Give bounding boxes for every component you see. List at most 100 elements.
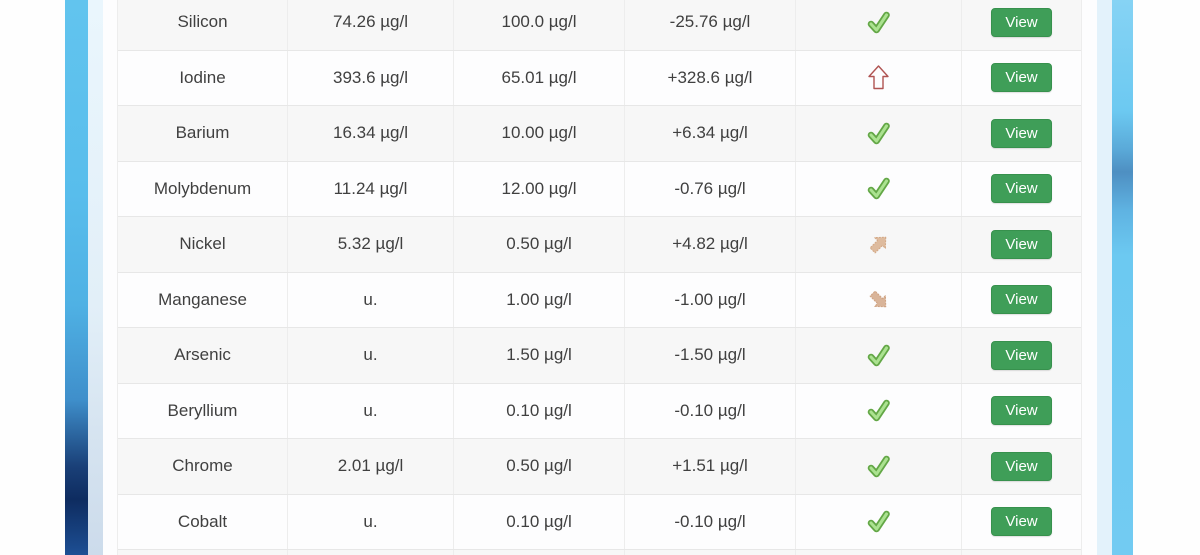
element-name-cell: Molybdenum xyxy=(118,161,288,216)
element-name: Beryllium xyxy=(167,400,238,420)
reference-value-cell: 1.00 µg/l xyxy=(454,272,625,327)
view-button[interactable]: View xyxy=(991,507,1052,537)
measured-value: 74.26 µg/l xyxy=(332,12,408,32)
reference-value: 1.50 µg/l xyxy=(506,345,572,365)
view-button-cell: View xyxy=(962,106,1081,161)
difference-value: -0.76 µg/l xyxy=(674,178,746,198)
reference-value: 0.50 µg/l xyxy=(506,234,572,254)
difference-value-cell: -1.50 µg/l xyxy=(625,328,796,383)
view-button[interactable]: View xyxy=(991,229,1052,259)
background-band-right xyxy=(1112,0,1133,555)
reference-value-cell: 0.50 µg/l xyxy=(454,439,625,494)
analysis-results-table: Silicon 74.26 µg/l 100.0 µg/l -25.76 µg/… xyxy=(117,0,1082,555)
arrow-down-right-icon xyxy=(867,288,891,312)
view-button[interactable]: View xyxy=(991,174,1052,204)
status-cell xyxy=(796,161,962,216)
view-button[interactable]: View xyxy=(991,340,1052,370)
measured-value-cell: 16.34 µg/l xyxy=(288,106,454,161)
view-button[interactable]: View xyxy=(991,63,1052,93)
element-name-cell: Silicon xyxy=(118,0,288,50)
reference-value-cell: 65.01 µg/l xyxy=(454,50,625,105)
element-name-cell: Iodine xyxy=(118,50,288,105)
reference-value-cell: 0.50 µg/l xyxy=(454,217,625,272)
element-name-cell: Manganese xyxy=(118,272,288,327)
background-pale-edge-left xyxy=(88,0,103,555)
view-button-cell: View xyxy=(962,439,1081,494)
table-row: Iodine 393.6 µg/l 65.01 µg/l +328.6 µg/l xyxy=(118,50,1081,106)
table-row: Silicon 74.26 µg/l 100.0 µg/l -25.76 µg/… xyxy=(118,0,1081,51)
measured-value: 16.34 µg/l xyxy=(332,123,408,143)
table-row: Molybdenum 11.24 µg/l 12.00 µg/l -0.76 µ… xyxy=(118,161,1081,217)
view-button[interactable]: View xyxy=(991,118,1052,148)
element-name: Silicon xyxy=(177,12,228,32)
table-row: Beryllium u. 0.10 µg/l -0.10 µg/l xyxy=(118,383,1081,439)
view-button-cell: View xyxy=(962,51,1081,106)
view-button-cell: View xyxy=(962,217,1081,272)
status-cell xyxy=(796,217,962,272)
difference-value-cell: -25.76 µg/l xyxy=(625,0,796,50)
difference-value: +1.51 µg/l xyxy=(672,456,748,476)
table-row: Barium 16.34 µg/l 10.00 µg/l +6.34 µg/l xyxy=(118,106,1081,162)
table-row: Chrome 2.01 µg/l 0.50 µg/l +1.51 µg/l xyxy=(118,439,1081,495)
reference-value: 0.10 µg/l xyxy=(506,511,572,531)
measured-value: 2.01 µg/l xyxy=(337,456,404,476)
measured-value: u. xyxy=(363,289,378,309)
element-name: Arsenic xyxy=(174,345,231,365)
table-row: Cobalt u. 0.10 µg/l -0.10 µg/l xyxy=(118,494,1081,550)
element-name: Barium xyxy=(175,123,230,143)
measured-value: u. xyxy=(363,345,378,365)
difference-value: -0.10 µg/l xyxy=(674,400,746,420)
measured-value-cell: 5.32 µg/l xyxy=(288,217,454,272)
reference-value-cell: 0.10 µg/l xyxy=(454,494,625,549)
reference-value: 10.00 µg/l xyxy=(501,123,577,143)
reference-value: 0.50 µg/l xyxy=(506,456,572,476)
view-button[interactable]: View xyxy=(991,285,1052,315)
element-name-cell: Beryllium xyxy=(118,383,288,438)
difference-value-cell: -0.10 µg/l xyxy=(625,383,796,438)
difference-value-cell: -0.76 µg/l xyxy=(625,161,796,216)
view-button[interactable]: View xyxy=(991,7,1052,37)
arrow-up-icon xyxy=(867,64,890,91)
check-icon xyxy=(865,397,892,424)
measured-value-cell: u. xyxy=(288,328,454,383)
measured-value-cell: 11.24 µg/l xyxy=(288,161,454,216)
view-button-cell: View xyxy=(962,328,1081,383)
view-button-cell: View xyxy=(962,384,1081,439)
measured-value-cell: u. xyxy=(288,383,454,438)
element-name: Iodine xyxy=(179,67,226,87)
status-cell xyxy=(796,50,962,105)
content-panel: Silicon 74.26 µg/l 100.0 µg/l -25.76 µg/… xyxy=(103,0,1097,555)
difference-value-cell: -0.10 µg/l xyxy=(625,494,796,549)
status-cell xyxy=(796,106,962,161)
background-band-left xyxy=(65,0,88,555)
difference-value: -0.10 µg/l xyxy=(674,511,746,531)
view-button[interactable]: View xyxy=(991,396,1052,426)
difference-value: -1.50 µg/l xyxy=(674,345,746,365)
status-cell xyxy=(796,0,962,50)
difference-value-cell: +6.34 µg/l xyxy=(625,106,796,161)
status-cell xyxy=(796,272,962,327)
reference-value: 100.0 µg/l xyxy=(501,12,577,32)
reference-value-cell: 10.00 µg/l xyxy=(454,106,625,161)
view-button[interactable]: View xyxy=(991,451,1052,481)
measured-value-cell: 2.01 µg/l xyxy=(288,439,454,494)
measured-value-cell: 393.6 µg/l xyxy=(288,50,454,105)
measured-value-cell: u. xyxy=(288,494,454,549)
measured-value-cell: 74.26 µg/l xyxy=(288,0,454,50)
check-icon xyxy=(865,175,892,202)
check-icon xyxy=(865,453,892,480)
element-name-cell: Arsenic xyxy=(118,328,288,383)
difference-value: +4.82 µg/l xyxy=(672,234,748,254)
reference-value-cell: 1.50 µg/l xyxy=(454,328,625,383)
difference-value-cell: +4.82 µg/l xyxy=(625,217,796,272)
measured-value: u. xyxy=(363,400,378,420)
partial-next-row xyxy=(118,550,1081,555)
element-name-cell: Nickel xyxy=(118,217,288,272)
difference-value: +328.6 µg/l xyxy=(667,67,753,87)
view-button-cell: View xyxy=(962,162,1081,217)
reference-value: 0.10 µg/l xyxy=(506,400,572,420)
element-name-cell: Barium xyxy=(118,106,288,161)
reference-value: 65.01 µg/l xyxy=(501,67,577,87)
status-cell xyxy=(796,328,962,383)
difference-value: -1.00 µg/l xyxy=(674,289,746,309)
